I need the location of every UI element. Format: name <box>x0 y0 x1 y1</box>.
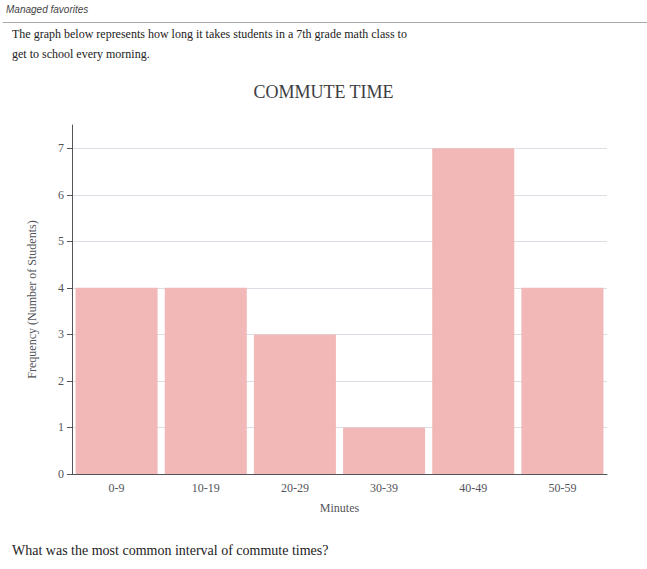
svg-text:4: 4 <box>58 281 64 295</box>
svg-text:5: 5 <box>58 234 64 248</box>
svg-text:40-49: 40-49 <box>459 481 487 495</box>
svg-text:The graph below represents how: The graph below represents how long it t… <box>12 27 407 41</box>
svg-text:get to school every morning.: get to school every morning. <box>12 47 150 61</box>
svg-text:0-9: 0-9 <box>109 481 125 495</box>
svg-text:30-39: 30-39 <box>370 481 398 495</box>
svg-text:0: 0 <box>58 467 64 481</box>
svg-text:1: 1 <box>58 420 64 434</box>
svg-text:Frequency (Number of Students): Frequency (Number of Students) <box>25 220 39 378</box>
svg-text:10-19: 10-19 <box>192 481 220 495</box>
svg-text:What was the most common inter: What was the most common interval of com… <box>12 543 328 558</box>
svg-text:7: 7 <box>58 141 64 155</box>
svg-text:6: 6 <box>58 188 64 202</box>
svg-text:50-59: 50-59 <box>548 481 576 495</box>
svg-text:2: 2 <box>58 374 64 388</box>
svg-text:Minutes: Minutes <box>320 501 360 515</box>
svg-text:Managed favorites: Managed favorites <box>6 4 88 15</box>
svg-text:COMMUTE TIME: COMMUTE TIME <box>253 82 393 102</box>
svg-text:20-29: 20-29 <box>281 481 309 495</box>
svg-text:3: 3 <box>58 327 64 341</box>
